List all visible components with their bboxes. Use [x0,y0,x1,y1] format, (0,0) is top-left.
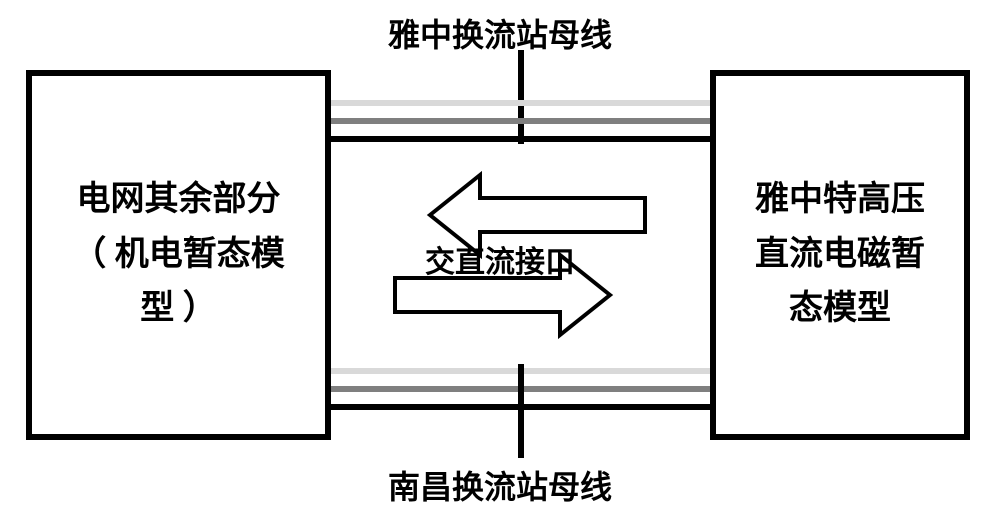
top-bar-1 [331,100,710,106]
bottom-vertical-tick [518,364,524,458]
top-busbar-label: 雅中换流站母线 [0,10,1000,56]
diagram-canvas: 雅中换流站母线 电网其余部分 （ 机电暂态模 型 ） 雅中特高压 直流电磁暂 态… [0,0,1000,505]
center-interface-label: 交直流接口 [400,237,600,281]
top-bar-2 [331,118,710,124]
right-box-uhvdc-model: 雅中特高压 直流电磁暂 态模型 [710,70,970,440]
top-vertical-tick [518,50,524,144]
left-box-grid-model: 电网其余部分 （ 机电暂态模 型 ） [26,70,331,440]
bottom-busbar-label: 南昌换流站母线 [0,462,1000,508]
top-bar-3 [331,136,710,142]
